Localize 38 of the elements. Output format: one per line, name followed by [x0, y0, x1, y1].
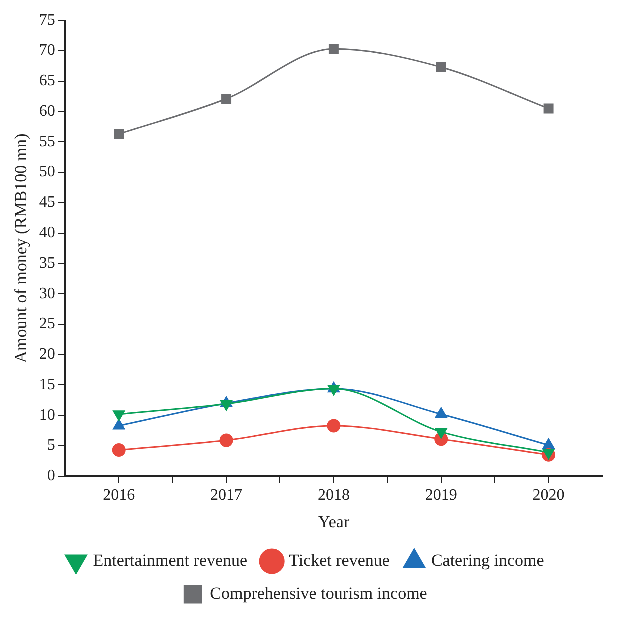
y-tick-label: 60 — [39, 102, 56, 120]
y-axis-title: Amount of money (RMB100 mn) — [12, 134, 31, 364]
y-tick-label: 25 — [39, 316, 56, 333]
legend-label: Ticket revenue — [289, 550, 390, 570]
y-tick-label: 20 — [39, 346, 56, 364]
x-tick-label: 2020 — [532, 487, 565, 504]
legend-label: Catering income — [431, 550, 544, 570]
x-tick-label: 2017 — [210, 487, 243, 504]
point — [544, 104, 554, 114]
y-tick-label: 35 — [39, 254, 56, 272]
y-tick-label: 65 — [39, 72, 56, 90]
y-tick-label: 70 — [39, 42, 56, 60]
x-axis-title: Year — [318, 512, 350, 532]
y-tick-label: 0 — [47, 468, 56, 485]
y-tick-label: 40 — [39, 224, 56, 242]
y-tick-label: 75 — [39, 12, 56, 29]
point — [113, 419, 126, 430]
point — [114, 129, 124, 140]
y-tick-label: 15 — [39, 376, 56, 394]
point — [328, 44, 339, 54]
point — [327, 419, 341, 433]
point — [112, 444, 126, 458]
point — [435, 408, 448, 418]
x-tick-label: 2018 — [318, 487, 350, 504]
point — [436, 62, 446, 72]
y-tick-label: 50 — [39, 164, 56, 181]
y-tick-label: 5 — [47, 437, 56, 454]
y-tick-label: 30 — [39, 285, 56, 302]
x-tick-label: 2019 — [425, 487, 458, 504]
legend-label: Entertainment revenue — [93, 550, 248, 570]
point — [542, 438, 555, 450]
legend-label: Comprehensive tourism income — [210, 584, 428, 603]
y-tick-label: 45 — [39, 194, 56, 212]
point — [222, 94, 232, 104]
y-tick-label: 10 — [39, 406, 56, 424]
point — [220, 434, 234, 448]
y-tick-label: 55 — [39, 133, 56, 150]
x-tick-label: 2016 — [103, 487, 136, 504]
